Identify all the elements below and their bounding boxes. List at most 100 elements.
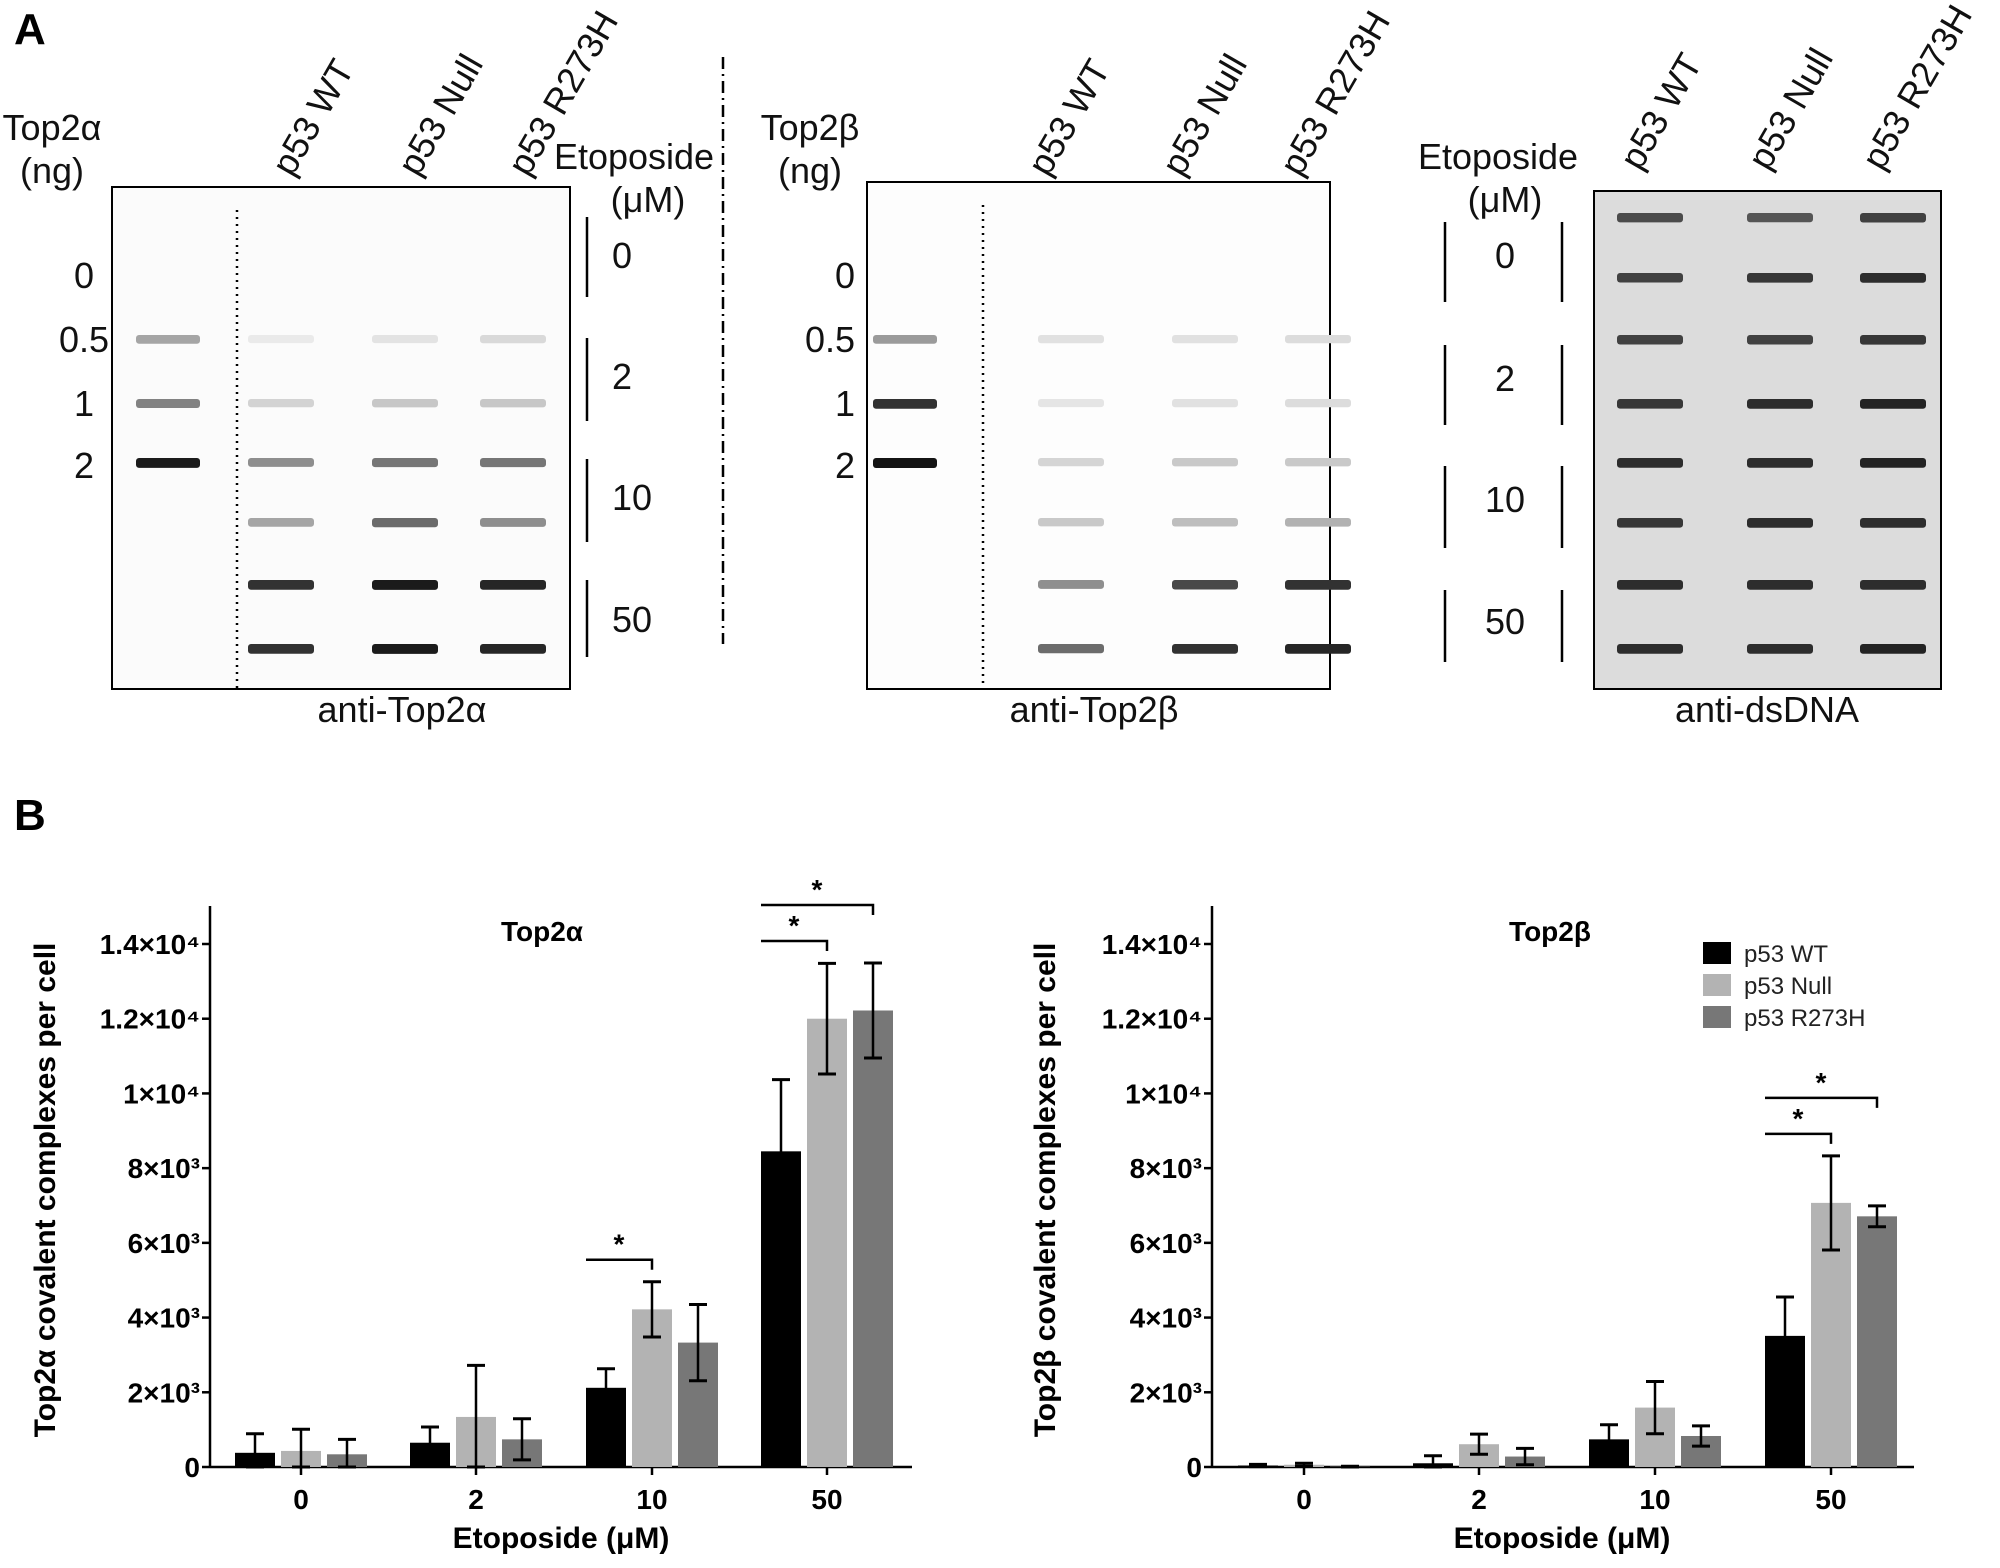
panel-label-a: A <box>14 5 46 54</box>
legend-swatch <box>1703 1006 1731 1028</box>
significance-bracket <box>761 903 875 916</box>
blot-band <box>480 580 546 590</box>
antibody-label: anti-Top2α <box>318 689 487 730</box>
y-tick-label: 0 <box>184 1452 200 1483</box>
etoposide-label: Etoposide <box>554 136 714 177</box>
blot-band <box>1038 518 1104 527</box>
band-group <box>873 335 1351 654</box>
blot-band <box>1038 580 1104 589</box>
blot-band <box>1860 580 1926 590</box>
blot-band <box>372 335 438 344</box>
blot-band <box>372 518 438 528</box>
blot-band <box>248 399 314 408</box>
chart-top2a: Top2α Top2α covalent complexes per cell … <box>29 874 912 1555</box>
y-tick-label: 8×10³ <box>1130 1153 1202 1184</box>
std-title-line2: (ng) <box>20 150 84 191</box>
blot-band <box>1617 213 1683 223</box>
blot-top2b-panel: Top2β (ng) 0 0.5 1 2 p53 WT p53 Null p53… <box>761 4 1398 730</box>
dose-label: 0 <box>1495 235 1515 276</box>
blot-band <box>1038 335 1104 344</box>
y-tick-label: 2×10³ <box>128 1377 200 1408</box>
etoposide-label: Etoposide <box>1418 136 1578 177</box>
blot-band <box>1747 518 1813 528</box>
chart-title: Top2β <box>1509 916 1591 947</box>
x-tick-label: 0 <box>293 1484 309 1515</box>
blot-band <box>1617 580 1683 590</box>
legend-label: p53 WT <box>1744 941 1828 968</box>
significance-bracket <box>586 1258 654 1270</box>
significance-bracket <box>1765 1096 1879 1108</box>
blot-band <box>1285 335 1351 344</box>
panel-label-b: B <box>14 791 46 840</box>
blot-band <box>1038 644 1104 654</box>
std-row-label: 0.5 <box>59 319 109 360</box>
x-axis-label: Etoposide (μM) <box>1454 1522 1671 1555</box>
y-tick-label: 6×10³ <box>128 1228 200 1259</box>
std-row-label: 0 <box>74 255 94 296</box>
blot-band <box>372 458 438 468</box>
x-tick-label: 10 <box>1639 1484 1670 1515</box>
band-group <box>136 335 546 654</box>
significance-bracket <box>761 939 829 952</box>
legend-swatch <box>1703 974 1731 996</box>
blot-band <box>1617 518 1683 528</box>
blot-band <box>1038 399 1104 408</box>
bar <box>1857 1216 1897 1467</box>
std-title-line2: (ng) <box>778 150 842 191</box>
dose-label: 10 <box>1485 479 1525 520</box>
y-tick-label: 1×10⁴ <box>123 1078 200 1109</box>
blot-band <box>1747 458 1813 468</box>
lane-label: p53 Null <box>389 47 491 182</box>
x-tick-label: 2 <box>1471 1484 1487 1515</box>
blot-band <box>1172 518 1238 527</box>
blot-band <box>1172 399 1238 408</box>
blot-band <box>1617 458 1683 468</box>
std-row-label: 2 <box>74 445 94 486</box>
bar <box>807 1018 847 1467</box>
y-tick-label: 1.2×10⁴ <box>100 1004 200 1035</box>
blot-band <box>248 644 314 654</box>
blot-band <box>1747 273 1813 283</box>
y-tick-label: 2×10³ <box>1130 1377 1202 1408</box>
blot-band <box>480 335 546 344</box>
blot-band <box>480 644 546 654</box>
antibody-label: anti-Top2β <box>1010 689 1179 730</box>
blot-band <box>1860 335 1926 345</box>
dose-label: 50 <box>1485 601 1525 642</box>
legend-label: p53 R273H <box>1744 1005 1865 1032</box>
x-axis-label: Etoposide (μM) <box>453 1522 670 1555</box>
significance-star: * <box>789 910 800 941</box>
blot-band <box>1617 273 1683 283</box>
chart-title: Top2α <box>501 916 583 947</box>
blot-band <box>1747 644 1813 654</box>
blot-membrane <box>1593 190 1942 690</box>
legend-label: p53 Null <box>1744 973 1832 1000</box>
std-title-line1: Top2α <box>3 107 102 148</box>
blot-band <box>480 458 546 468</box>
std-title-line1: Top2β <box>761 107 860 148</box>
blot-band <box>1860 399 1926 409</box>
y-axis-label: Top2β covalent complexes per cell <box>1029 943 1062 1438</box>
blot-band <box>1617 335 1683 345</box>
std-row-label: 2 <box>835 445 855 486</box>
lane-label: p53 WT <box>1611 46 1710 176</box>
lane-label: p53 R273H <box>1853 0 1980 176</box>
blot-dsdna-panel: Etoposide (μM) 0 2 10 50 p53 WT p53 Null… <box>1418 0 1980 730</box>
blot-band <box>1617 644 1683 654</box>
y-axis-label: Top2α covalent complexes per cell <box>29 943 62 1438</box>
blot-band <box>248 580 314 590</box>
dose-brackets <box>1443 222 1564 662</box>
blot-band <box>1285 518 1351 527</box>
x-tick-label: 50 <box>1815 1484 1846 1515</box>
blot-band <box>1860 518 1926 528</box>
significance-star: * <box>1816 1067 1827 1098</box>
y-tick-label: 6×10³ <box>1130 1228 1202 1259</box>
lane-label: p53 WT <box>1019 52 1118 182</box>
blot-band <box>248 335 314 344</box>
standard-band <box>873 399 937 409</box>
blot-band <box>1172 580 1238 590</box>
std-row-label: 1 <box>74 383 94 424</box>
dose-label: 0 <box>612 235 632 276</box>
blot-band <box>1860 644 1926 654</box>
lane-label: p53 R273H <box>1271 4 1398 182</box>
